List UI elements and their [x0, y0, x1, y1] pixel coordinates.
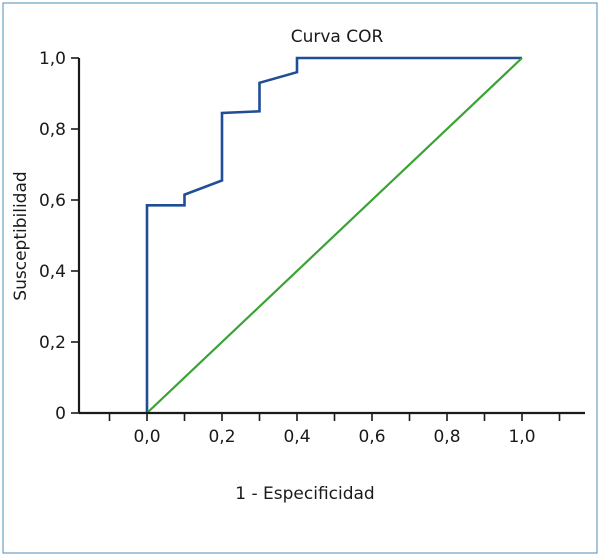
x-tick-label: 0,4: [283, 427, 310, 447]
y-tick-label: 0,8: [39, 120, 66, 140]
x-axis-title: 1 - Especificidad: [235, 484, 374, 504]
y-tick-label: 0: [55, 404, 66, 424]
roc-curve-line: [145, 56, 522, 413]
x-tick-label: 1,0: [508, 427, 535, 447]
y-tick-label: 0,4: [39, 262, 66, 282]
x-tick-label: 0,6: [358, 427, 385, 447]
chart-title: Curva COR: [291, 27, 384, 47]
y-tick-label: 1,0: [39, 49, 66, 69]
x-tick-label: 0,8: [433, 427, 460, 447]
x-tick-label: 0,2: [208, 427, 235, 447]
y-tick-label: 0,2: [39, 333, 66, 353]
y-axis-title: Susceptibilidad: [11, 171, 31, 300]
x-axis-ticks: 0,0 0,2 0,4 0,6 0,8 1,0: [108, 413, 561, 447]
series-layer: [145, 56, 523, 414]
x-tick-label: 0,0: [133, 427, 160, 447]
reference-diagonal-line: [146, 57, 523, 414]
y-axis-ticks: 0 0,2 0,4 0,6 0,8 1,0: [39, 49, 79, 424]
y-tick-label: 0,6: [39, 191, 66, 211]
